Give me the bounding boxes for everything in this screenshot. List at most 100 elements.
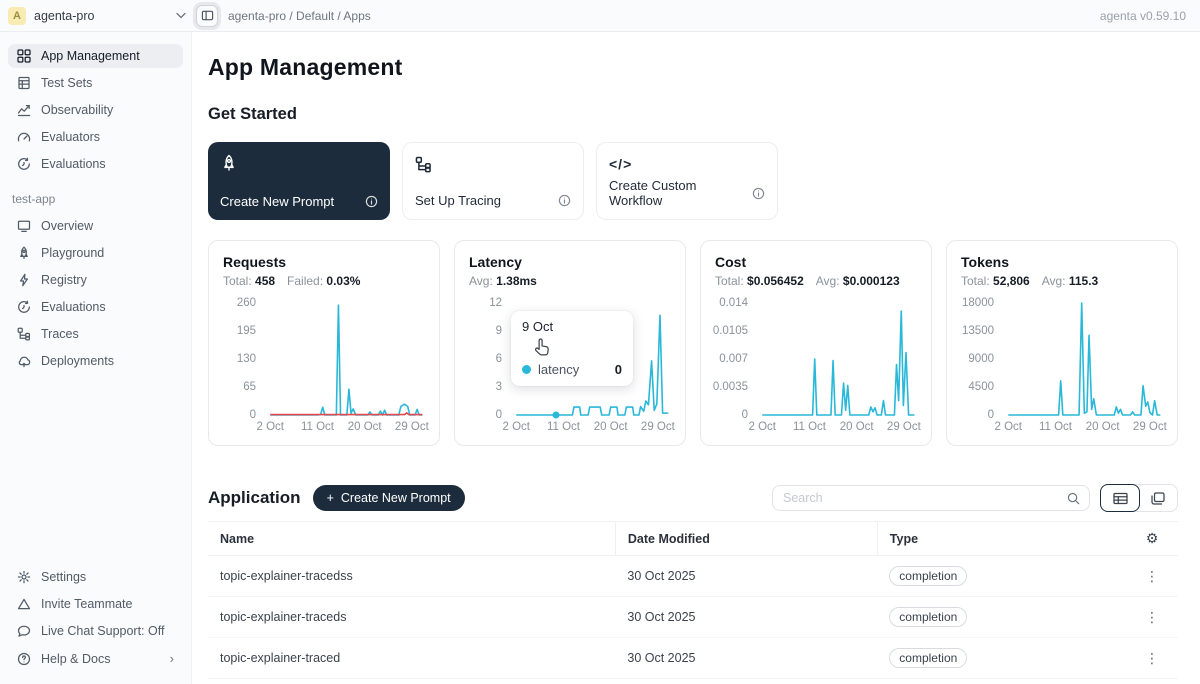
y-axis: 12 9 6 3 0 (489, 297, 502, 421)
table-settings-gear-icon[interactable]: ⚙ (1145, 530, 1159, 546)
create-new-prompt-button[interactable]: + Create New Prompt (312, 485, 465, 511)
table-row[interactable]: career-assessment 27 Oct 2025 completion… (208, 678, 1178, 684)
workspace-selector[interactable]: A agenta-pro (8, 6, 186, 25)
info-icon[interactable] (752, 187, 765, 200)
gauge-icon (17, 130, 31, 144)
code-icon: </> (609, 156, 633, 172)
sidebar-collapse-button[interactable] (196, 4, 218, 27)
sidebar-item-label: Evaluators (41, 130, 101, 144)
chart-title: Tokens (961, 254, 1009, 270)
application-header: Application + Create New Prompt (208, 484, 1178, 512)
sidebar-item-observability[interactable]: Observability (8, 98, 183, 122)
app-name: topic-explainer-traced (208, 637, 616, 679)
info-icon[interactable] (365, 195, 378, 208)
tooltip-value: 0 (614, 362, 622, 377)
sidebar-collapse-icon (201, 10, 213, 21)
sidebar-item-registry[interactable]: Registry (8, 268, 183, 292)
create-custom-workflow-card[interactable]: </> Create Custom Workflow (596, 142, 778, 220)
cost-chart-card: Cost Total: $0.056452 Avg: $0.000123 0.01… (700, 240, 932, 446)
sidebar-item-label: Evaluations (41, 300, 106, 314)
app-date: 30 Oct 2025 (615, 555, 878, 597)
tree-icon (17, 327, 31, 341)
sidebar-item-evaluations-app[interactable]: Evaluations (8, 295, 183, 319)
x-axis: 2 Oct 11 Oct 20 Oct 29 Oct (502, 421, 675, 433)
sidebar-item-label: Evaluations (41, 157, 106, 171)
sidebar-item-evaluations[interactable]: Evaluations (8, 152, 183, 176)
y-axis: 260 195 130 65 0 (236, 297, 256, 421)
set-up-tracing-card[interactable]: Set Up Tracing (402, 142, 584, 220)
card-view-icon (1151, 491, 1165, 505)
sidebar-item-label: Live Chat Support: Off (41, 624, 165, 638)
sidebar-item-label: Playground (41, 246, 105, 260)
chat-icon (17, 624, 31, 638)
table-row[interactable]: topic-explainer-traceds 30 Oct 2025 comp… (208, 596, 1178, 638)
sidebar-item-deployments[interactable]: Deployments (8, 349, 183, 373)
sidebar-item-app-management[interactable]: App Management (8, 44, 183, 68)
sidebar-item-playground[interactable]: Playground (8, 241, 183, 265)
app-name: topic-explainer-tracedss (208, 555, 616, 597)
app-name: career-assessment (208, 678, 616, 684)
table-row[interactable]: topic-explainer-tracedss 30 Oct 2025 com… (208, 555, 1178, 597)
chart-line-icon (17, 103, 31, 117)
sidebar-item-label: Observability (41, 103, 114, 117)
sidebar-item-invite-teammate[interactable]: Invite Teammate (8, 592, 183, 616)
cost-plot[interactable] (757, 303, 917, 415)
monitor-icon (17, 219, 31, 233)
sidebar-item-live-chat[interactable]: Live Chat Support: Off (8, 619, 183, 643)
hand-cursor-icon (534, 338, 549, 356)
get-started-heading: Get Started (208, 105, 297, 123)
sidebar-item-help-docs[interactable]: Help & Docs › (8, 646, 183, 671)
app-date: 30 Oct 2025 (615, 637, 878, 679)
breadcrumb[interactable]: agenta-pro / Default / Apps (228, 8, 371, 23)
sidebar-item-test-sets[interactable]: Test Sets (8, 71, 183, 95)
topbar: A agenta-pro agenta-pro / Default / Apps… (0, 0, 1200, 32)
sidebar-item-overview[interactable]: Overview (8, 214, 183, 238)
type-badge: completion (889, 607, 968, 627)
page-title: App Management (208, 54, 403, 80)
search-icon[interactable] (1058, 492, 1089, 505)
sidebar-item-label: Settings (41, 570, 87, 584)
info-icon[interactable] (558, 194, 571, 207)
y-axis: 0.014 0.0105 0.007 0.0035 0 (712, 297, 748, 421)
sidebar-item-settings[interactable]: Settings (8, 565, 183, 589)
card-label: Set Up Tracing (415, 193, 501, 208)
chevron-right-icon: › (169, 651, 174, 666)
search-input[interactable] (773, 491, 1058, 505)
rocket-icon (17, 246, 31, 260)
gear-icon (17, 570, 31, 584)
latency-plot[interactable] (511, 303, 671, 419)
column-header-name[interactable]: Name (208, 521, 616, 556)
column-header-date-modified[interactable]: Date Modified (614, 521, 878, 556)
sidebar-item-label: Test Sets (41, 76, 93, 90)
app-date: 30 Oct 2025 (615, 596, 878, 638)
table-row[interactable]: topic-explainer-traced 30 Oct 2025 compl… (208, 637, 1178, 679)
row-menu-icon[interactable]: ⋮ (1145, 649, 1159, 666)
create-new-prompt-card[interactable]: Create New Prompt (208, 142, 390, 220)
sidebar-item-label: App Management (41, 49, 140, 63)
test-sets-icon (17, 76, 31, 90)
sidebar-item-traces[interactable]: Traces (8, 322, 183, 346)
workspace-avatar: A (8, 6, 26, 25)
table-view-button[interactable] (1100, 484, 1140, 512)
requests-plot[interactable] (265, 303, 425, 415)
sidebar-item-evaluators[interactable]: Evaluators (8, 125, 183, 149)
series-dot (522, 365, 531, 374)
grid-icon (17, 49, 31, 63)
tooltip-series-name: latency (538, 362, 580, 377)
tooltip-date: 9 Oct (522, 319, 554, 334)
row-menu-icon[interactable]: ⋮ (1145, 567, 1159, 584)
chevron-down-icon (176, 12, 186, 19)
tokens-plot[interactable] (1003, 303, 1163, 415)
column-header-type[interactable]: Type (876, 521, 1126, 556)
x-axis: 2 Oct 11 Oct 20 Oct 29 Oct (256, 421, 429, 433)
invite-icon (17, 597, 31, 611)
chart-title: Requests (223, 254, 287, 270)
plus-icon: + (326, 491, 334, 505)
card-label: Create New Prompt (220, 194, 335, 209)
card-view-button[interactable] (1139, 485, 1177, 511)
sidebar-section-label: test-app (12, 192, 56, 206)
row-menu-icon[interactable]: ⋮ (1145, 608, 1159, 625)
chart-stats: Avg: 1.38ms (469, 274, 537, 288)
table-view-icon (1112, 492, 1128, 504)
lightning-icon (17, 273, 31, 287)
